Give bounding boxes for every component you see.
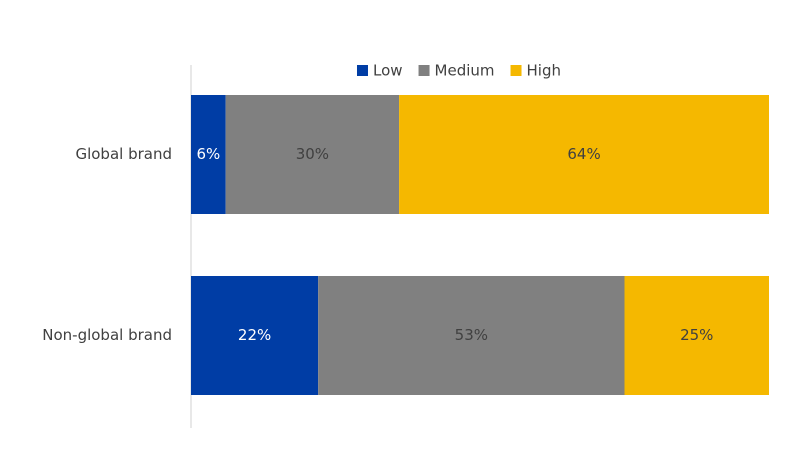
legend-swatch (356, 65, 368, 76)
bar-segment (399, 95, 769, 214)
y-tick-label: Non-global brand (42, 326, 172, 344)
data-label: 25% (680, 326, 713, 344)
bar-segment (624, 276, 769, 395)
bar-segment (191, 276, 319, 395)
bar-segment (318, 276, 625, 395)
legend-swatch (510, 65, 522, 76)
bar-segment (191, 95, 226, 214)
legend-swatch (418, 65, 430, 76)
legend-label: Low (373, 62, 403, 80)
bar-segment (225, 95, 400, 214)
data-label: 64% (567, 145, 600, 163)
data-label: 53% (455, 326, 488, 344)
data-label: 22% (238, 326, 271, 344)
data-label: 6% (196, 145, 220, 163)
data-label: 30% (296, 145, 329, 163)
legend-label: Medium (435, 62, 495, 80)
legend-label: High (527, 62, 561, 80)
y-tick-label: Global brand (75, 145, 172, 163)
